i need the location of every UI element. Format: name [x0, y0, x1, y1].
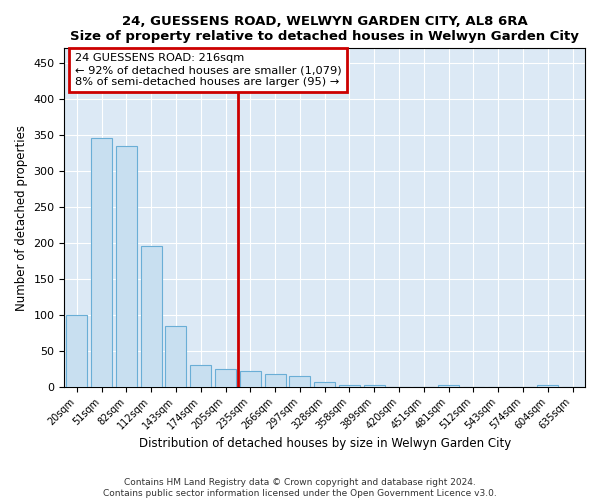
Bar [265, 374, 286, 387]
Bar [166, 326, 187, 387]
Bar [339, 384, 360, 387]
Bar [364, 386, 385, 387]
Text: 24 GUESSENS ROAD: 216sqm
← 92% of detached houses are smaller (1,079)
8% of semi: 24 GUESSENS ROAD: 216sqm ← 92% of detach… [75, 54, 341, 86]
Bar [116, 146, 137, 387]
Title: 24, GUESSENS ROAD, WELWYN GARDEN CITY, AL8 6RA
Size of property relative to deta: 24, GUESSENS ROAD, WELWYN GARDEN CITY, A… [70, 15, 579, 43]
Bar [215, 369, 236, 387]
Bar [91, 138, 112, 387]
Bar [140, 246, 162, 387]
Bar [66, 315, 88, 387]
Bar [289, 376, 310, 387]
Bar [190, 365, 211, 387]
Bar [438, 386, 459, 387]
X-axis label: Distribution of detached houses by size in Welwyn Garden City: Distribution of detached houses by size … [139, 437, 511, 450]
Bar [314, 382, 335, 387]
Y-axis label: Number of detached properties: Number of detached properties [15, 124, 28, 310]
Bar [537, 386, 559, 387]
Bar [240, 371, 261, 387]
Text: Contains HM Land Registry data © Crown copyright and database right 2024.
Contai: Contains HM Land Registry data © Crown c… [103, 478, 497, 498]
